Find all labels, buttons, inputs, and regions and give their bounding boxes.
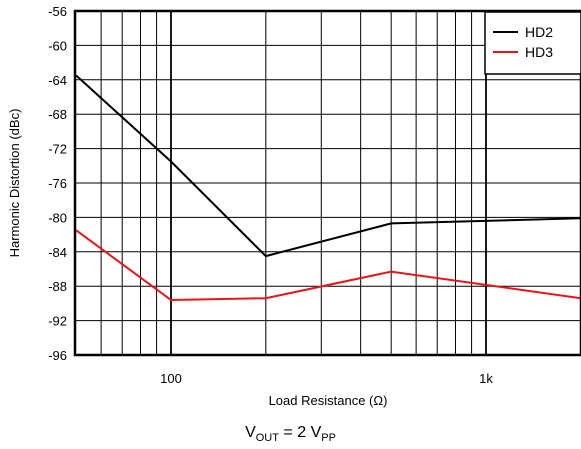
legend-box (484, 11, 581, 75)
y-tick-label: -72 (48, 142, 67, 157)
caption-v: V (245, 424, 256, 441)
series-line-hd2 (75, 74, 581, 258)
y-tick-label: -96 (48, 348, 67, 363)
plot-frame (73, 9, 581, 357)
y-tick-label: -60 (48, 38, 67, 53)
y-tick-labels: -56 -60 -64 -68 -72 -76 -80 -84 -88 -92 -96 (48, 4, 67, 363)
x-tick-label: 1k (479, 371, 493, 386)
y-tick-label: -68 (48, 107, 67, 122)
y-axis-label: Harmonic Distortion (dBc) (7, 109, 22, 258)
y-tick-label: -92 (48, 314, 67, 329)
caption-equals: = 2 V (278, 424, 322, 441)
y-tick-label: -88 (48, 279, 67, 294)
caption-sub-pp: PP (321, 432, 336, 445)
y-tick-label: -76 (48, 176, 67, 191)
y-tick-label: -64 (48, 73, 67, 88)
x-tick-labels: 100 1k (160, 371, 493, 386)
x-tick-label: 100 (160, 371, 182, 386)
y-tick-label: -80 (48, 210, 67, 225)
series-line-hd3 (75, 229, 581, 302)
chart-series (75, 74, 581, 302)
y-tick-label: -84 (48, 245, 67, 260)
x-axis-label: Load Resistance (Ω) (269, 393, 388, 408)
legend-label-hd3: HD3 (525, 44, 553, 60)
chart-caption: VOUT = 2 VPP (0, 424, 581, 445)
legend-label-hd2: HD2 (525, 24, 553, 40)
y-tick-label: -56 (48, 4, 67, 19)
caption-sub-out: OUT (255, 432, 279, 445)
